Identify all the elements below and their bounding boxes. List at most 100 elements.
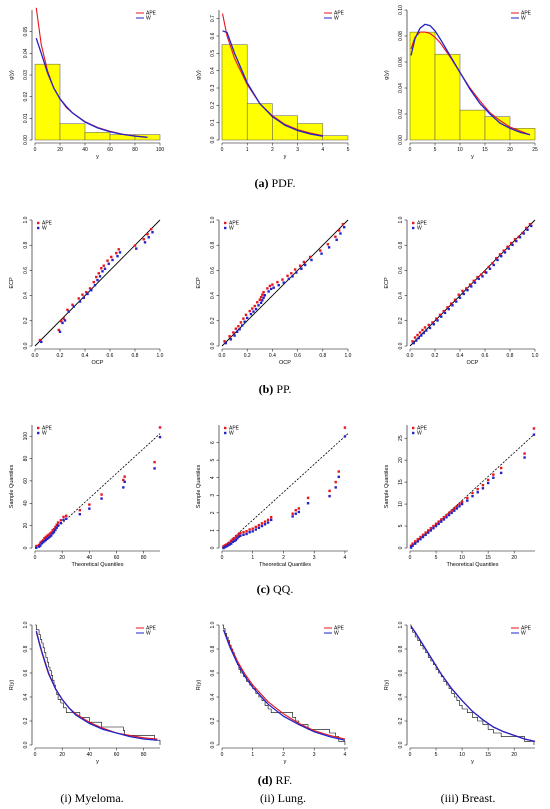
point-w [236,537,239,540]
y-tick-label: 0.02 [398,109,404,119]
x-tick-label: 0.4 [82,353,89,359]
point-w [262,296,265,299]
x-tick-label: 15 [485,555,491,561]
y-tick-label: 0.04 [23,48,29,58]
point-w [107,262,110,265]
x-tick-label: 0.0 [32,353,39,359]
y-tick-label: 0.08 [398,31,404,41]
point-ape [411,340,414,343]
x-tick-label: 1 [251,555,254,561]
y-tick-label: 0.04 [398,83,404,93]
curve-ape [223,629,346,740]
point-ape [251,307,254,310]
point-w [526,228,529,231]
point-w [47,536,50,539]
y-tick-label: 15 [398,479,404,485]
x-tick-label: 2 [271,147,274,153]
y-tick-label: 3 [210,494,216,497]
legend-marker-ape [412,221,415,225]
point-ape [153,460,156,464]
point-ape [510,241,513,245]
point-w [291,515,294,518]
x-tick-label: 40 [82,147,88,153]
point-ape [532,427,536,430]
point-ape [450,509,453,512]
legend-label-ape: APE [229,221,240,227]
histogram-bar [221,44,248,141]
point-ape [59,519,63,522]
x-tick-label: 80 [141,752,147,758]
y-tick-label: 0.4 [210,292,216,299]
y-tick-label: 0.0 [210,342,216,349]
point-ape [294,509,297,512]
point-ape [491,262,494,265]
point-w [135,247,138,250]
point-w [473,281,477,284]
point-w [147,236,150,239]
point-w [328,494,331,498]
reference-line [221,219,349,347]
legend-marker-ape [37,426,40,430]
point-w [59,521,63,525]
point-w [225,545,228,548]
legend-label-ape: APE [521,626,532,632]
point-ape [239,531,242,535]
point-ape [442,309,445,313]
point-ape [223,544,227,547]
point-ape [434,522,438,526]
point-w [297,510,301,514]
point-ape [237,532,241,536]
point-w [440,315,443,318]
y-tick-label: 0.2 [23,717,29,724]
point-ape [416,537,420,541]
point-w [263,294,267,297]
point-w [492,476,495,479]
x-axis-label: y [96,154,99,160]
point-ape [262,290,265,294]
x-tick-label: 60 [114,555,120,561]
x-tick-label: 0.4 [269,353,276,359]
y-tick-label: 0.10 [398,5,404,15]
point-ape [245,530,248,533]
point-ape [476,487,479,491]
point-w [343,226,346,229]
point-w [153,467,156,470]
x-axis-label: OCP [467,360,479,366]
y-tick-label: 0.03 [23,70,29,80]
point-ape [413,336,417,339]
row-caption-rf: (d) RF. [258,773,292,787]
point-w [419,538,422,541]
point-w [437,522,440,526]
point-w [436,319,439,322]
x-tick-label: 1.0 [345,353,352,359]
point-w [425,329,428,332]
point-w [445,516,448,519]
point-w [86,292,89,296]
y-axis-label: g(y) [196,70,202,80]
point-ape [476,275,479,279]
point-ape [326,243,330,246]
point-ape [411,542,414,545]
y-axis-label: ECP [9,277,15,289]
point-w [470,285,473,288]
x-tick-label: 0.0 [407,353,414,359]
point-w [327,246,331,249]
point-w [233,334,236,337]
x-tick-label: 0 [409,752,412,758]
point-w [252,310,255,313]
x-tick-label: 0 [34,147,37,153]
x-tick-label: 10 [459,555,465,561]
x-tick-label: 60 [114,752,120,758]
row-caption-qq: (c) QQ. [257,582,294,596]
chart-pdf-0: 0 20 40 60 80 100 0.00 0.01 0.02 0.03 0.04 0.05 y g(y… [9,7,164,160]
point-w [477,277,480,281]
point-w [35,546,38,549]
point-ape [251,527,254,530]
point-w [443,311,447,315]
y-tick-label: 25 [398,435,404,441]
y-tick-label: 0.6 [23,267,29,274]
point-w [50,534,53,537]
y-tick-label: 20 [23,523,29,529]
point-w [481,487,485,490]
